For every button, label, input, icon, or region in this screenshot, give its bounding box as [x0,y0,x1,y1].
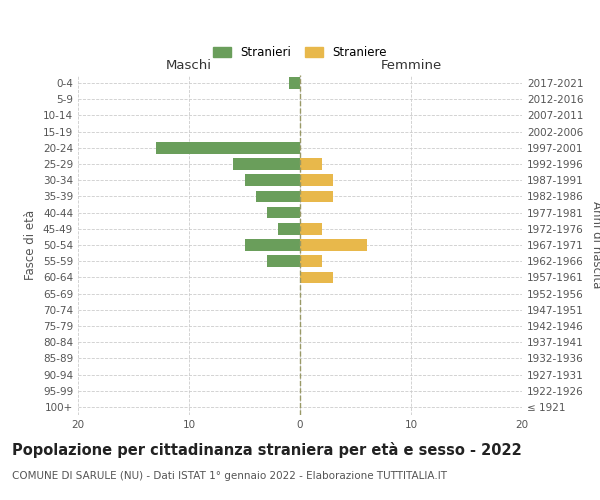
Bar [289,78,300,89]
Text: Popolazione per cittadinanza straniera per età e sesso - 2022: Popolazione per cittadinanza straniera p… [12,442,522,458]
Bar [278,223,300,234]
Bar [156,142,300,154]
Bar [266,207,300,218]
Bar [233,158,300,170]
Bar [300,158,322,170]
Bar [245,174,300,186]
Bar [300,190,334,202]
Bar [245,239,300,251]
Text: COMUNE DI SARULE (NU) - Dati ISTAT 1° gennaio 2022 - Elaborazione TUTTITALIA.IT: COMUNE DI SARULE (NU) - Dati ISTAT 1° ge… [12,471,447,481]
Bar [256,190,300,202]
Bar [300,272,334,283]
Text: Maschi: Maschi [166,58,212,71]
Bar [300,256,322,267]
Text: Femmine: Femmine [380,58,442,71]
Bar [300,239,367,251]
Y-axis label: Anni di nascita: Anni di nascita [590,202,600,288]
Y-axis label: Fasce di età: Fasce di età [25,210,37,280]
Bar [266,256,300,267]
Bar [300,223,322,234]
Bar [300,174,334,186]
Legend: Stranieri, Straniere: Stranieri, Straniere [207,40,393,65]
